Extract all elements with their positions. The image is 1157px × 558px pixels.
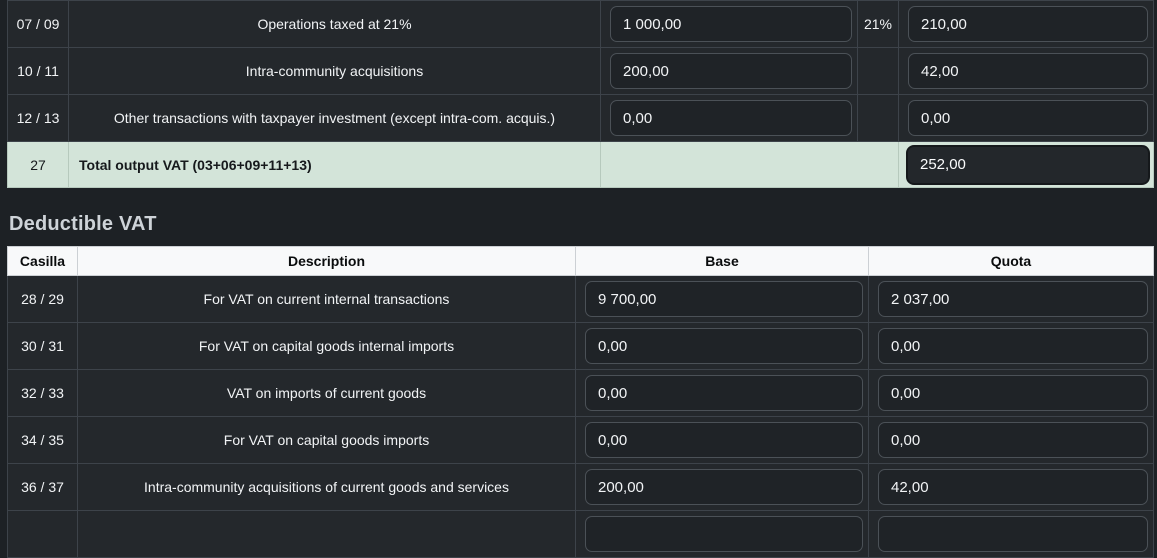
base-cell (575, 463, 869, 511)
quota-input[interactable] (878, 375, 1148, 411)
header-casilla: Casilla (7, 246, 78, 276)
quota-input[interactable] (878, 469, 1148, 505)
casilla-cell: 32 / 33 (7, 369, 78, 417)
quota-cell (898, 0, 1154, 48)
header-base: Base (575, 246, 869, 276)
casilla-cell: 27 (7, 141, 69, 188)
base-cell (600, 47, 858, 95)
base-input[interactable] (585, 375, 863, 411)
base-input[interactable] (585, 281, 863, 317)
casilla-cell: 07 / 09 (7, 0, 69, 48)
description-cell: Intra-community acquisitions of current … (77, 463, 576, 511)
table-row: 07 / 09 Operations taxed at 21% 21% (7, 0, 1154, 48)
quota-cell (898, 141, 1154, 188)
quota-input[interactable] (908, 6, 1148, 42)
description-cell: Intra-community acquisitions (68, 47, 601, 95)
quota-cell (898, 94, 1154, 142)
quota-input[interactable] (878, 281, 1148, 317)
quota-input[interactable] (908, 53, 1148, 89)
quota-cell (868, 322, 1154, 370)
table-row: 12 / 13 Other transactions with taxpayer… (7, 94, 1154, 142)
accrued-vat-table: 07 / 09 Operations taxed at 21% 21% 10 /… (7, 0, 1154, 188)
casilla-cell (7, 510, 78, 558)
casilla-cell: 34 / 35 (7, 416, 78, 464)
description-cell: Total output VAT (03+06+09+11+13) (68, 141, 601, 188)
empty-base-cell (600, 141, 899, 188)
table-header-row: Casilla Description Base Quota (7, 246, 1154, 276)
total-quota-input[interactable] (906, 144, 1150, 185)
base-cell (575, 322, 869, 370)
base-cell (600, 0, 858, 48)
table-row: 10 / 11 Intra-community acquisitions (7, 47, 1154, 95)
description-cell: For VAT on current internal transactions (77, 275, 576, 323)
quota-cell (868, 510, 1154, 558)
table-row: 34 / 35 For VAT on capital goods imports (7, 416, 1154, 464)
base-input[interactable] (610, 53, 852, 89)
rate-cell (857, 47, 899, 95)
base-input[interactable] (585, 516, 863, 552)
quota-input[interactable] (878, 328, 1148, 364)
casilla-cell: 10 / 11 (7, 47, 69, 95)
description-cell: Other transactions with taxpayer investm… (68, 94, 601, 142)
total-output-vat-row: 27 Total output VAT (03+06+09+11+13) (7, 141, 1154, 188)
casilla-cell: 28 / 29 (7, 275, 78, 323)
casilla-cell: 30 / 31 (7, 322, 78, 370)
quota-cell (868, 416, 1154, 464)
description-cell: VAT on imports of current goods (77, 369, 576, 417)
base-input[interactable] (585, 422, 863, 458)
table-row-partial (7, 510, 1154, 558)
rate-cell: 21% (857, 0, 899, 48)
header-quota: Quota (868, 246, 1154, 276)
table-row: 36 / 37 Intra-community acquisitions of … (7, 463, 1154, 511)
description-cell (77, 510, 576, 558)
section-gap: Deductible VAT (0, 188, 1157, 246)
base-input[interactable] (585, 469, 863, 505)
base-cell (600, 94, 858, 142)
base-cell (575, 416, 869, 464)
rate-cell (857, 94, 899, 142)
quota-cell (868, 275, 1154, 323)
casilla-cell: 12 / 13 (7, 94, 69, 142)
table-row: 32 / 33 VAT on imports of current goods (7, 369, 1154, 417)
table-row: 30 / 31 For VAT on capital goods interna… (7, 322, 1154, 370)
description-cell: For VAT on capital goods imports (77, 416, 576, 464)
base-input[interactable] (610, 100, 852, 136)
quota-input[interactable] (878, 422, 1148, 458)
header-description: Description (77, 246, 576, 276)
deductible-vat-heading: Deductible VAT (9, 213, 157, 235)
description-cell: Operations taxed at 21% (68, 0, 601, 48)
quota-input[interactable] (878, 516, 1148, 552)
base-cell (575, 369, 869, 417)
base-input[interactable] (585, 328, 863, 364)
quota-input[interactable] (908, 100, 1148, 136)
quota-cell (868, 463, 1154, 511)
description-cell: For VAT on capital goods internal import… (77, 322, 576, 370)
base-cell (575, 510, 869, 558)
base-cell (575, 275, 869, 323)
base-input[interactable] (610, 6, 852, 42)
deductible-vat-table: Casilla Description Base Quota 28 / 29 F… (7, 246, 1154, 558)
quota-cell (868, 369, 1154, 417)
table-row: 28 / 29 For VAT on current internal tran… (7, 275, 1154, 323)
quota-cell (898, 47, 1154, 95)
casilla-cell: 36 / 37 (7, 463, 78, 511)
